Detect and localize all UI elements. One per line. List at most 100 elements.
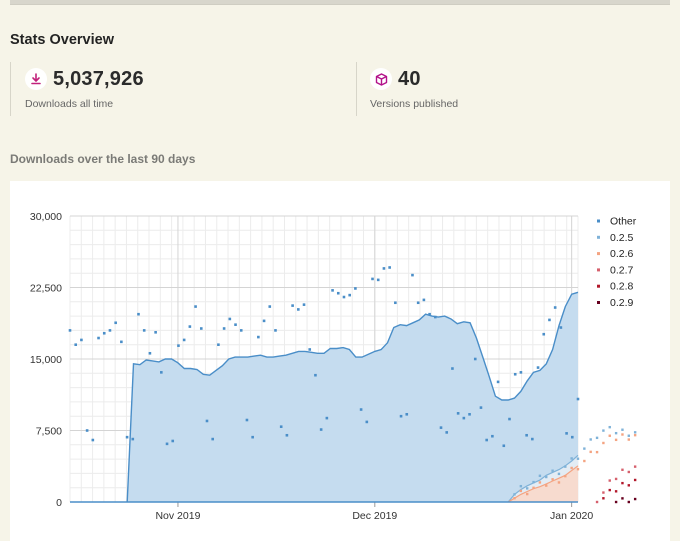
data-point [519,371,523,374]
data-point [439,426,443,429]
data-point [365,420,369,424]
data-point-0-2-6 [608,434,611,437]
data-point [371,277,374,281]
legend-marker [597,252,600,256]
legend-marker [597,235,600,239]
versions-stat: 40 Versions published [356,62,670,116]
data-point-0-2-6 [564,474,567,478]
area-0-2-6 [508,465,578,502]
data-point-0-2-5 [614,431,618,435]
data-point [291,304,294,307]
data-point [428,312,431,316]
data-point [508,417,511,421]
data-point [576,397,580,401]
data-point-0-2-5 [595,436,599,440]
data-point [268,305,272,308]
legend-marker [597,301,600,304]
legend-label: 0.2.9 [610,297,634,309]
data-point-0-2-8 [633,478,637,482]
data-point [234,323,237,326]
data-point-0-2-5 [621,428,624,431]
data-point [456,412,460,415]
y-tick-label: 30,000 [30,211,62,223]
data-point [570,435,574,439]
data-point [239,329,243,332]
data-point-0-2-5 [602,429,605,432]
legend-label: 0.2.6 [610,248,634,260]
data-point [525,433,528,437]
data-point [251,435,254,439]
downloads-chart: 30,000 22,500 15,000 7,500 0 Nov 2019 Dec 2019… [30,211,637,522]
data-point [222,327,226,330]
data-point-0-2-8 [602,497,605,500]
data-point [314,373,317,377]
data-point [485,438,488,442]
data-point-0-2-5 [545,475,548,479]
data-point [416,301,420,305]
data-point [228,317,232,321]
line-0-2-6 [507,465,579,503]
data-point [182,338,186,342]
data-point-0-2-6 [602,441,605,445]
downloads-value: 5,037,926 [53,68,144,90]
data-point-0-2-7 [602,491,605,494]
legend-label: 0.2.7 [610,264,634,276]
data-point [102,331,106,335]
versions-value: 40 [398,68,421,90]
data-point [308,348,312,351]
data-point [565,432,568,435]
legend-label: Other [610,216,637,228]
data-point [376,278,380,282]
data-point [342,295,346,299]
data-point-0-2-6 [614,438,618,442]
data-point [205,419,209,423]
data-point [319,428,323,431]
data-point-0-2-6 [633,433,637,437]
data-point [137,312,140,316]
data-point [468,412,471,416]
data-point [359,408,363,411]
package-icon [370,68,392,90]
data-point-0-2-6 [526,492,529,496]
data-point [108,329,112,332]
download-icon [25,68,47,90]
data-point [131,437,135,441]
stats-overview-title: Stats Overview [10,32,114,48]
data-point-0-2-9 [621,497,624,500]
legend-label: 0.2.8 [610,281,634,293]
data-point-0-2-5 [627,434,630,437]
data-point [125,435,129,439]
data-point [536,366,540,369]
data-point [68,329,72,332]
chart-title: Downloads over the last 90 days [10,152,196,166]
data-point-0-2-9 [627,500,630,504]
data-point [394,301,397,305]
data-point [114,321,117,325]
legend-marker [597,219,600,223]
data-point [165,442,169,446]
data-point-0-2-6 [589,450,592,454]
line-Other [126,291,579,503]
data-point [434,315,437,319]
data-point [325,416,329,420]
x-tick-label: Jan 2020 [550,510,593,522]
data-point-0-2-5 [526,487,529,490]
data-point [199,327,203,330]
data-point [548,318,551,322]
data-point-0-2-6 [557,481,561,484]
data-point-0-2-6 [545,484,548,487]
chart-card: 30,000 22,500 15,000 7,500 0 Nov 2019 Dec 2019… [10,181,670,541]
data-point [513,372,517,376]
data-point-0-2-5 [589,438,592,441]
data-point [388,266,391,269]
versions-label: Versions published [370,98,459,110]
data-point-0-2-5 [570,457,573,460]
data-point [473,357,477,361]
data-point-0-2-8 [621,481,624,485]
data-point-0-2-6 [595,450,599,454]
data-point-0-2-5 [551,469,554,472]
legend-marker [597,268,600,272]
downloads-stat: 5,037,926 Downloads all time [10,62,357,116]
data-point [97,336,100,340]
data-point [297,308,300,311]
